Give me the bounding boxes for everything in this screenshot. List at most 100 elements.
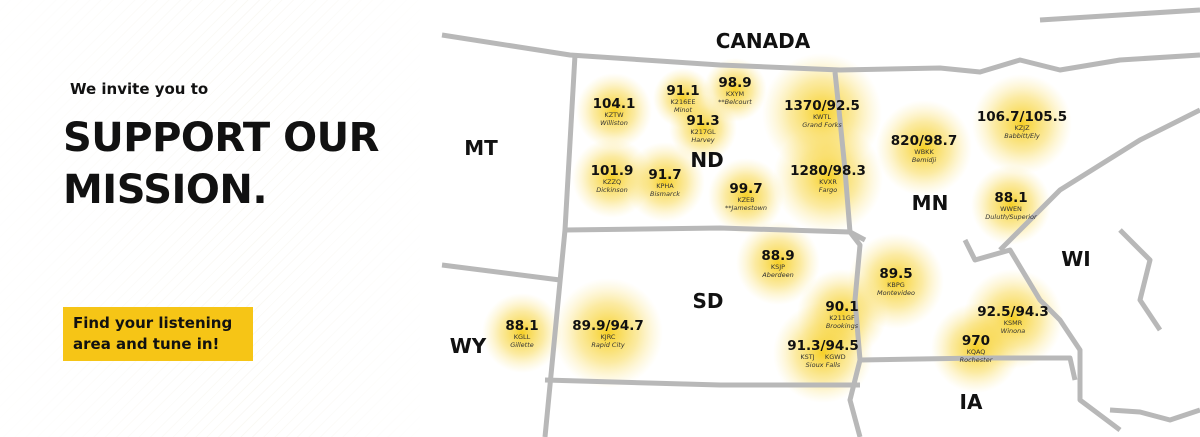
station-call: KWTL (812, 113, 832, 121)
station-city: Grand Forks (802, 120, 842, 129)
station-freq: 88.9 (761, 248, 795, 264)
station-city: Sioux Falls (805, 360, 841, 369)
coverage-glow (972, 74, 1072, 174)
station-city: **Belcourt (718, 97, 752, 106)
station-label: 106.7/105.5 KZJZ Babbitt/Ely (977, 110, 1067, 140)
station-city: Rochester (959, 355, 993, 364)
station-call: KJRC (600, 333, 616, 341)
station-label: 98.9 KXYM **Belcourt (718, 76, 752, 106)
station-freq: 970 (961, 333, 991, 349)
station-label: 99.7 KZEB **Jamestown (725, 182, 767, 212)
coverage-glow (736, 221, 820, 305)
station-freq: 88.1 (505, 318, 539, 334)
station-label: 820/98.7 WBKK Bemidji (891, 134, 957, 164)
station-label: 970 KQAQ Rochester (960, 334, 993, 364)
station-label: 89.5 KBPG Montevideo (877, 267, 915, 297)
station-call: KSMR (1003, 319, 1023, 327)
station-city: Williston (600, 118, 628, 127)
station-call: KXYM (725, 90, 745, 98)
station-call: KSTJ KGWD (800, 353, 846, 361)
station-city: Minot (673, 105, 693, 114)
station-city: Brookings (825, 321, 859, 330)
station-label: 91.3/94.5 KSTJ KGWD Sioux Falls (787, 339, 859, 369)
cta-line-1: Find your listening (73, 314, 233, 332)
coverage-glow (773, 303, 873, 403)
station-city: Dickinson (596, 185, 628, 194)
station-freq: 106.7/105.5 (976, 109, 1068, 125)
coverage-glow (669, 94, 737, 162)
station-call: KZTW (604, 111, 624, 119)
coverage-glow (971, 165, 1051, 245)
station-call: KPHA (656, 182, 674, 190)
station-call: K217GL (690, 128, 716, 136)
station-freq: 104.1 (592, 96, 636, 112)
station-city: **Jamestown (724, 203, 768, 212)
station-city: Duluth/Superior (985, 212, 1037, 221)
coverage-glow (482, 293, 562, 373)
station-call: KZJZ (1014, 124, 1030, 132)
coverage-glow (576, 73, 652, 149)
station-label: 1370/92.5 KWTL Grand Forks (784, 99, 860, 129)
station-label: 92.5/94.3 KSMR Winona (977, 305, 1049, 335)
station-call: K216EE (670, 98, 696, 106)
cta-line-2: area and tune in! (73, 335, 220, 353)
find-listening-area-button[interactable]: Find your listening area and tune in! (63, 307, 253, 361)
state-label: MN (911, 191, 949, 215)
station-label: 91.7 KPHA Bismarck (648, 168, 681, 198)
station-label: 104.1 KZTW Williston (593, 97, 636, 127)
station-call: KGLL (513, 333, 531, 341)
station-label: 88.1 WWEN Duluth/Superior (985, 191, 1036, 221)
coverage-glow (553, 278, 663, 388)
map-graphics (441, 7, 1200, 437)
station-call: KBPG (887, 281, 905, 289)
station-city: Montevideo (876, 288, 916, 297)
station-call: KQAQ (966, 348, 986, 356)
station-city: Aberdeen (762, 270, 794, 279)
station-label: 91.3 K217GL Harvey (686, 114, 719, 144)
station-city: Gillette (510, 340, 534, 349)
station-freq: 98.9 (718, 75, 752, 91)
station-freq: 92.5/94.3 (977, 304, 1049, 320)
state-label: WI (1061, 247, 1091, 271)
state-label: IA (959, 390, 983, 414)
coverage-glow (876, 100, 972, 196)
coverage-glow (708, 158, 784, 234)
station-call: WWEN (1000, 205, 1022, 213)
headline-line-1: SUPPORT OUR (63, 115, 379, 161)
headline: SUPPORT OUR MISSION. (63, 112, 379, 216)
invite-text: We invite you to (70, 80, 209, 98)
station-freq: 88.1 (994, 190, 1028, 206)
station-label: 91.1 K216EE Minot (666, 84, 699, 114)
station-freq: 91.3/94.5 (787, 338, 859, 354)
station-call: KSJP (770, 263, 786, 271)
station-label: 101.9 KZZQ Dickinson (591, 164, 634, 194)
station-call: KZZQ (602, 178, 622, 186)
station-city: Babbitt/Ely (1004, 131, 1040, 140)
station-call: K211GF (829, 314, 855, 322)
station-freq: 90.1 (825, 299, 859, 315)
station-label: 88.9 KSJP Aberdeen (761, 249, 794, 279)
station-freq: 89.9/94.7 (572, 318, 644, 334)
station-call: WBKK (914, 148, 934, 156)
station-call: KVXR (819, 178, 837, 186)
station-label: 88.1 KGLL Gillette (505, 319, 538, 349)
headline-line-2: MISSION. (63, 167, 268, 213)
station-freq: 1280/98.3 (790, 163, 866, 179)
station-label: 1280/98.3 KVXR Fargo (790, 164, 866, 194)
station-city: Bismarck (650, 189, 680, 198)
station-freq: 89.5 (879, 266, 913, 282)
station-freq: 99.7 (729, 181, 763, 197)
state-label: SD (692, 289, 724, 313)
coverage-glow (931, 303, 1021, 393)
station-freq: 91.3 (686, 113, 720, 129)
station-city: Fargo (818, 185, 838, 194)
station-freq: 101.9 (590, 163, 634, 179)
station-freq: 91.1 (666, 83, 700, 99)
station-city: Rapid City (591, 340, 625, 349)
station-freq: 820/98.7 (890, 133, 958, 149)
station-freq: 91.7 (648, 167, 682, 183)
station-freq: 1370/92.5 (784, 98, 860, 114)
state-label: ND (690, 148, 724, 172)
coverage-glow (625, 142, 705, 222)
state-label: MT (464, 136, 498, 160)
